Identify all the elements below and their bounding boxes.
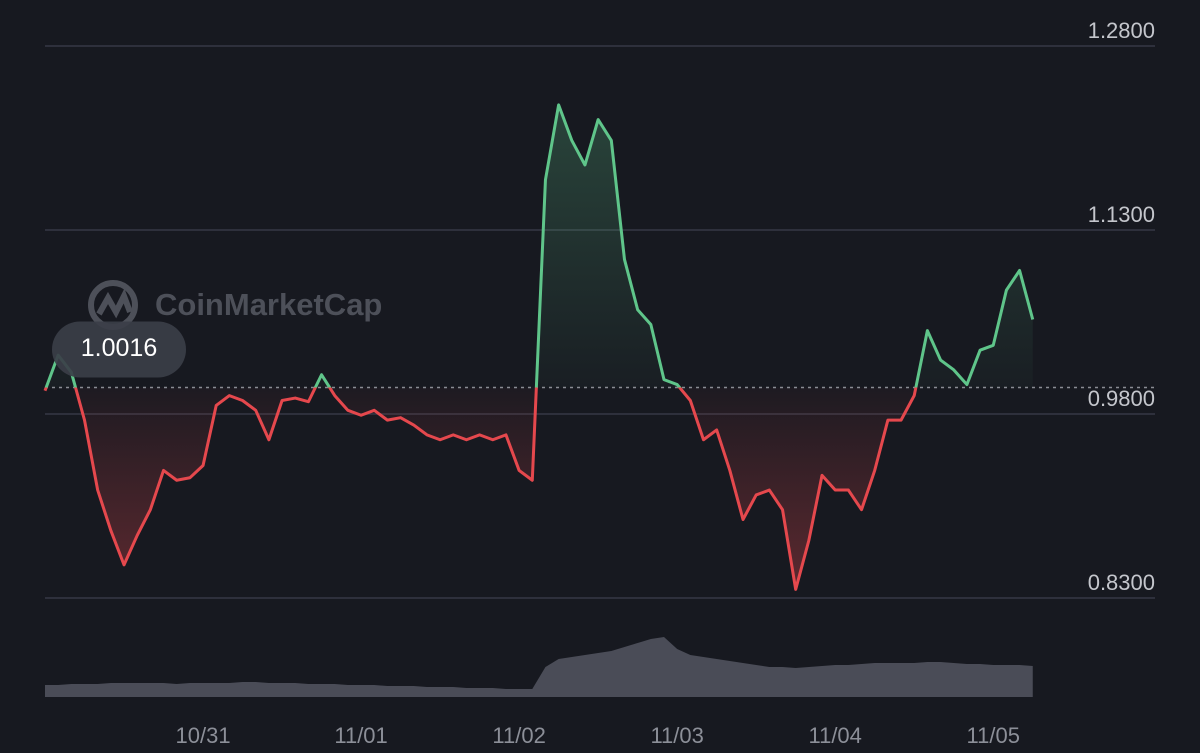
x-tick-label: 11/04 [808, 723, 861, 748]
y-tick-label: 1.1300 [1088, 202, 1155, 227]
x-tick-label: 11/02 [492, 723, 545, 748]
volume-area [45, 637, 1033, 697]
x-tick-label: 11/03 [650, 723, 703, 748]
reference-label: 1.0016 [81, 334, 157, 362]
x-tick-label: 11/01 [334, 723, 387, 748]
x-tick-label: 11/05 [967, 723, 1020, 748]
y-tick-label: 0.9800 [1088, 386, 1155, 411]
x-tick-label: 10/31 [176, 723, 231, 748]
y-tick-label: 1.2800 [1088, 18, 1155, 43]
price-line [43, 103, 1035, 591]
reference-label-bg [52, 321, 186, 378]
y-tick-label: 0.8300 [1088, 570, 1155, 595]
watermark: CoinMarketCap [155, 287, 382, 322]
